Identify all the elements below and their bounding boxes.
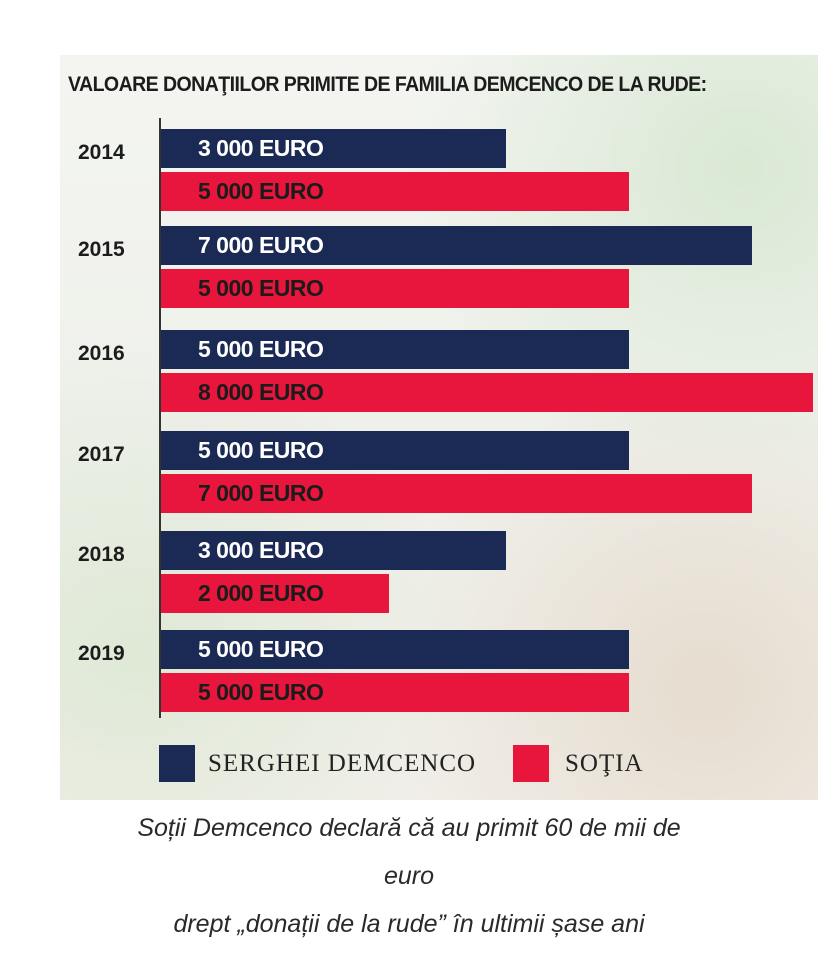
- bar-serghei: 7 000 EURO: [161, 226, 752, 265]
- bar-value-label: 5 000 EURO: [198, 275, 324, 301]
- legend-label-sotia: SOŢIA: [565, 750, 644, 777]
- bar-sotia: 5 000 EURO: [161, 673, 629, 712]
- caption-line-2: euro: [383, 862, 435, 890]
- bar-serghei: 5 000 EURO: [161, 431, 629, 470]
- bar-serghei: 5 000 EURO: [161, 630, 629, 669]
- year-label: 2015: [78, 238, 125, 261]
- chart-title: VALOARE DONAŢIILOR PRIMITE DE FAMILIA DE…: [68, 73, 707, 96]
- bar-value-label: 5 000 EURO: [198, 679, 324, 705]
- year-label: 2014: [78, 141, 125, 164]
- bar-value-label: 2 000 EURO: [198, 580, 324, 606]
- year-label: 2017: [78, 443, 125, 466]
- bar-serghei: 3 000 EURO: [161, 129, 506, 168]
- bar-value-label: 8 000 EURO: [198, 379, 324, 405]
- bar-sotia: 2 000 EURO: [161, 574, 389, 613]
- year-label: 2018: [78, 543, 125, 566]
- bar-sotia: 5 000 EURO: [161, 269, 629, 308]
- year-label: 2019: [78, 642, 125, 665]
- bar-value-label: 5 000 EURO: [198, 636, 324, 662]
- legend-label-serghei: SERGHEI DEMCENCO: [208, 750, 477, 777]
- legend-swatch-serghei: [159, 745, 195, 782]
- bar-serghei: 3 000 EURO: [161, 531, 506, 570]
- bar-value-label: 3 000 EURO: [198, 135, 324, 161]
- bar-value-label: 5 000 EURO: [198, 437, 324, 463]
- bar-value-label: 7 000 EURO: [198, 480, 324, 506]
- bar-sotia: 7 000 EURO: [161, 474, 752, 513]
- year-label: 2016: [78, 342, 125, 365]
- bar-sotia: 5 000 EURO: [161, 172, 629, 211]
- bar-value-label: 5 000 EURO: [198, 336, 324, 362]
- bar-serghei: 5 000 EURO: [161, 330, 629, 369]
- bar-value-label: 5 000 EURO: [198, 178, 324, 204]
- bar-value-label: 7 000 EURO: [198, 232, 324, 258]
- chart: VALOARE DONAŢIILOR PRIMITE DE FAMILIA DE…: [60, 55, 818, 800]
- legend-swatch-sotia: [513, 745, 549, 782]
- bar-value-label: 3 000 EURO: [198, 537, 324, 563]
- bar-sotia: 8 000 EURO: [161, 373, 813, 412]
- caption-line-1: Soții Demcenco declară că au primit 60 d…: [137, 814, 681, 842]
- caption-line-3: drept „donații de la rude” în ultimii șa…: [173, 910, 645, 938]
- y-axis-line: [159, 118, 161, 718]
